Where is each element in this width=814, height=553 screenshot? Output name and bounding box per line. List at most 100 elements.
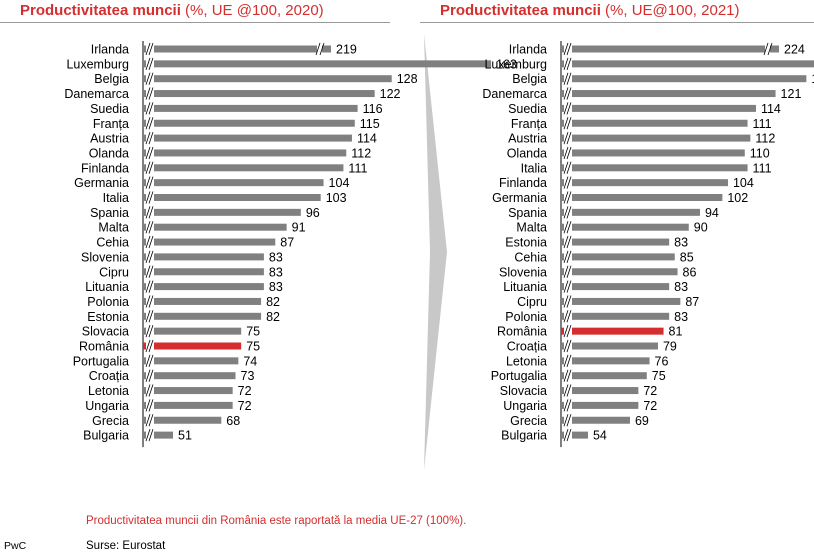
axis-break-mark [563,339,569,353]
category-label-luxemburg: Luxemburg [484,57,547,71]
bar-stub-letonia [561,357,564,365]
bar-portugalia [572,372,647,380]
bar-stub-franta [143,119,146,127]
axis-break-mark [563,206,569,219]
axis-break-mark [148,146,154,160]
bar-lituania [154,283,264,291]
axis-break-mark [566,339,572,353]
axis-break-mark [148,221,154,234]
right-title-unit: (%, UE@100, 2021) [605,2,740,19]
bar-stub-croatia [561,342,564,350]
bar-stub-cipru [143,268,146,276]
axis-break-mark [148,339,154,353]
axis-break-mark [566,221,572,234]
axis-break-mark [563,250,569,264]
bar-stub-polonia [561,312,564,320]
axis-break-mark [563,265,569,278]
bar-stub-grecia [143,416,146,424]
value-label-lituania: 83 [674,280,688,294]
axis-break-mark [145,42,151,56]
bar-polonia [572,312,670,320]
axis-break-mark [566,295,572,308]
axis-break-mark [566,72,572,85]
value-label-malta: 91 [292,221,306,235]
bar-suedia [154,104,358,112]
value-label-belgia: 128 [397,72,418,86]
bar-olanda [572,149,745,157]
category-label-franta: Franța [93,117,129,131]
axis-break-mark [566,131,572,145]
axis-break-mark [566,42,572,56]
bar-stub-germania [143,179,146,187]
axis-break-mark [148,265,154,278]
axis-break-mark [145,399,151,412]
bar-stub-irlanda [561,45,564,53]
value-label-romania: 81 [669,325,683,339]
value-label-finlanda: 104 [733,176,754,190]
bar-malta [154,223,287,231]
axis-break-mark [145,325,151,338]
axis-break-mark [145,384,151,397]
right-chart-title: Productivitatea muncii (%, UE@100, 2021) [440,2,740,19]
bar-slovenia [572,268,678,276]
axis-break-mark [563,117,569,130]
value-label-danemarca: 122 [380,87,401,101]
axis-break-mark [145,339,151,353]
brand-label: PwC [4,540,27,552]
bar-stub-belgia [561,75,564,83]
axis-break-mark [566,176,572,189]
bar-stub-romania [143,342,146,350]
bar-stub-suedia [143,104,146,112]
bar-belgia [572,75,807,83]
category-label-italia: Italia [521,161,547,175]
bar-italia [572,164,748,172]
bar-romania [154,342,242,350]
left-title-unit: (%, UE @100, 2020) [185,2,324,19]
bar-stub-polonia [143,297,146,305]
bar-stub-belgia [143,75,146,83]
axis-break-mark [145,176,151,189]
bar-stub-estonia [143,312,146,320]
category-label-cipru: Cipru [517,295,547,309]
bar-grecia [572,416,630,424]
value-label-bulgaria: 54 [593,429,607,443]
category-label-bulgaria: Bulgaria [83,429,129,443]
bar-austria [572,134,751,142]
axis-break-mark [566,206,572,219]
axis-break-mark [563,399,569,412]
category-label-austria: Austria [508,132,547,146]
value-label-letonia: 72 [238,384,252,398]
axis-break-mark [148,72,154,85]
axis-break-mark [148,176,154,189]
bar-belgia [154,75,392,83]
bar-slovenia [154,253,264,261]
bar-stub-romania [561,327,564,335]
value-label-italia: 111 [753,161,772,175]
axis-break-mark [148,399,154,412]
category-label-romania: România [79,340,129,354]
axis-break-mark [566,235,572,249]
category-label-portugalia: Portugalia [73,354,129,368]
axis-break-mark [145,280,151,293]
value-label-italia: 103 [326,191,347,205]
axis-break-mark [145,191,151,204]
bar-portugalia [154,357,239,365]
axis-break-mark [563,221,569,234]
axis-break-mark [563,295,569,308]
bar-break-gap [765,44,770,54]
category-label-romania: România [497,325,547,339]
axis-break-mark [566,384,572,397]
bar-stub-slovenia [143,253,146,261]
bar-slovacia [572,387,639,395]
axis-break-mark [563,428,569,442]
category-label-suedia: Suedia [508,102,547,116]
bar-stub-spania [561,208,564,216]
category-label-slovenia: Slovenia [81,250,129,264]
value-label-danemarca: 121 [781,87,802,101]
axis-break-mark [145,102,151,115]
bar-break-mark [767,42,773,56]
category-label-slovenia: Slovenia [499,265,547,279]
category-label-suedia: Suedia [90,102,129,116]
axis-break-mark [148,325,154,338]
bar-grecia [154,416,222,424]
